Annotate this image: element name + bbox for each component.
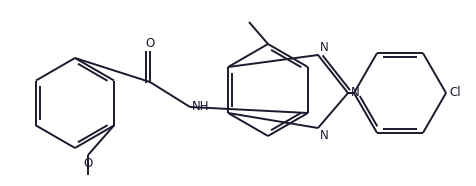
Text: N: N — [319, 129, 328, 142]
Text: N: N — [350, 86, 359, 100]
Text: Cl: Cl — [448, 86, 460, 100]
Text: N: N — [319, 41, 328, 54]
Text: NH: NH — [192, 100, 209, 113]
Text: O: O — [145, 37, 154, 50]
Text: O: O — [83, 157, 92, 170]
